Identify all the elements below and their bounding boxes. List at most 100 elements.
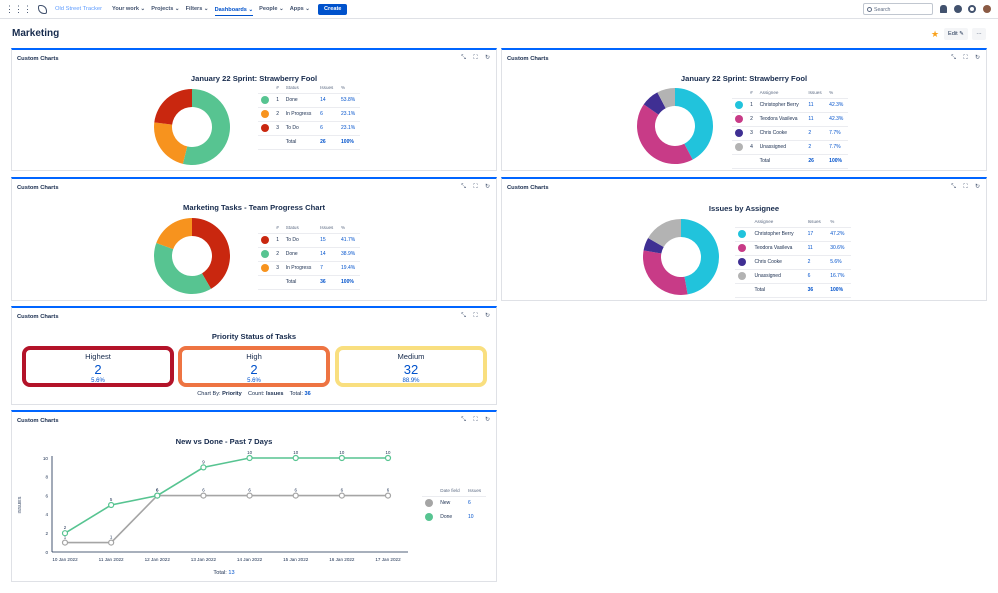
legend-issues[interactable]: 14 — [320, 97, 326, 103]
legend-issues[interactable]: 15 — [320, 237, 326, 243]
product-name[interactable]: Old Street Tracker — [55, 6, 103, 12]
edit-button[interactable]: Edit ✎ — [944, 28, 968, 40]
maximize-icon[interactable]: ⛶ — [473, 313, 478, 319]
legend-issues[interactable]: 11 — [808, 102, 814, 108]
nav-people[interactable]: People ⌄ — [259, 6, 284, 12]
priority-box-high[interactable]: High 2 5.6% — [178, 346, 330, 387]
avatar[interactable] — [983, 5, 991, 13]
donut-slice-3[interactable] — [643, 238, 664, 254]
donut-slice-1[interactable] — [681, 219, 719, 295]
maximize-icon[interactable]: ⛶ — [473, 55, 478, 61]
data-point[interactable] — [61, 539, 69, 546]
maximize-icon[interactable]: ⛶ — [963, 184, 968, 190]
legend-row[interactable]: 3 Chris Cooke 2 7.7% — [732, 126, 848, 140]
donut-slice-2[interactable] — [643, 250, 688, 295]
maximize-icon[interactable]: ⛶ — [473, 184, 478, 190]
legend-issues[interactable]: 6 — [807, 273, 811, 279]
legend-row[interactable]: Unassigned 6 16.7% — [735, 269, 851, 283]
legend-issues[interactable]: 17 — [807, 231, 814, 237]
legend-row[interactable]: 4 Unassigned 2 7.7% — [732, 140, 848, 154]
legend-row[interactable]: 1 Done 14 53.8% — [258, 93, 360, 107]
legend-row[interactable]: 1 Christopher Berry 11 42.3% — [732, 98, 848, 112]
minimize-icon[interactable]: ⤡ — [461, 417, 466, 423]
legend-row[interactable]: 3 In Progress 7 19.4% — [258, 261, 360, 275]
legend-issues[interactable]: 6 — [320, 125, 323, 131]
legend-issues[interactable]: 6 — [320, 111, 323, 117]
priority-box-highest[interactable]: Highest 2 5.6% — [22, 346, 174, 387]
legend-issues[interactable]: 6 — [467, 500, 471, 507]
donut-slice-4[interactable] — [657, 88, 675, 109]
data-point[interactable] — [154, 492, 161, 499]
legend-row[interactable]: Chris Cooke 2 5.6% — [735, 255, 851, 269]
legend-row[interactable]: 2 Done 14 38.9% — [258, 247, 360, 261]
notifications-icon[interactable] — [940, 5, 947, 13]
donut-slice-1[interactable] — [182, 89, 230, 165]
legend-row[interactable]: 2 Teodora Vasileva 11 42.3% — [732, 112, 848, 126]
data-point[interactable] — [338, 492, 345, 499]
legend-row[interactable]: 2 In Progress 6 23.1% — [258, 107, 360, 121]
refresh-icon[interactable]: ↻ — [484, 184, 491, 190]
star-icon[interactable]: ★ — [931, 29, 940, 39]
nav-projects[interactable]: Projects ⌄ — [151, 6, 180, 12]
legend-issues[interactable]: 2 — [807, 259, 811, 265]
legend-row[interactable]: 3 To Do 6 23.1% — [258, 121, 360, 135]
refresh-icon[interactable]: ↻ — [484, 417, 491, 423]
legend-row[interactable]: 1 To Do 15 41.7% — [258, 233, 360, 247]
priority-box-medium[interactable]: Medium 32 88.9% — [335, 346, 487, 387]
legend-row[interactable]: Christopher Berry 17 47.2% — [735, 227, 851, 241]
help-icon[interactable] — [954, 5, 962, 13]
legend-row[interactable]: Done 10 — [422, 510, 486, 524]
settings-gear-icon[interactable] — [968, 5, 976, 13]
minimize-icon[interactable]: ⤡ — [951, 184, 956, 190]
priority-count[interactable]: 2 — [94, 362, 102, 377]
more-button[interactable]: ··· — [972, 28, 986, 40]
data-point[interactable] — [246, 454, 253, 462]
priority-count[interactable]: 32 — [403, 362, 419, 377]
app-switcher-icon[interactable]: ⋮⋮⋮ — [5, 3, 32, 14]
create-button[interactable]: Create — [318, 3, 348, 15]
nav-your-work[interactable]: Your work ⌄ — [112, 6, 146, 12]
donut-slice-3[interactable] — [154, 89, 192, 125]
data-point[interactable] — [384, 454, 392, 462]
data-point[interactable] — [108, 539, 115, 546]
nav-filters[interactable]: Filters ⌄ — [185, 6, 209, 12]
data-point[interactable] — [384, 492, 392, 499]
legend-row[interactable]: New 6 — [422, 496, 486, 510]
legend-issues[interactable]: 7 — [320, 265, 323, 271]
minimize-icon[interactable]: ⤡ — [461, 55, 466, 61]
nav-dashboards[interactable]: Dashboards ⌄ — [214, 7, 254, 16]
maximize-icon[interactable]: ⛶ — [963, 55, 968, 61]
search-input[interactable]: Search — [863, 3, 933, 15]
donut-slice-4[interactable] — [648, 219, 681, 247]
data-point[interactable] — [108, 501, 115, 509]
refresh-icon[interactable]: ↻ — [974, 184, 981, 190]
minimize-icon[interactable]: ⤡ — [461, 184, 466, 190]
legend-issues[interactable]: 2 — [808, 130, 812, 136]
data-point[interactable] — [338, 454, 345, 462]
refresh-icon[interactable]: ↻ — [484, 313, 491, 319]
data-point[interactable] — [200, 464, 207, 471]
legend-issues[interactable]: 2 — [808, 144, 812, 150]
data-point[interactable] — [200, 492, 207, 499]
legend-issues[interactable]: 14 — [320, 251, 326, 257]
data-point[interactable] — [292, 454, 299, 462]
minimize-icon[interactable]: ⤡ — [461, 313, 466, 319]
product-logo-icon[interactable] — [38, 4, 47, 14]
data-point[interactable] — [61, 530, 69, 537]
refresh-icon[interactable]: ↻ — [484, 55, 491, 61]
data-point[interactable] — [246, 492, 253, 499]
donut-slice-1[interactable] — [675, 88, 713, 160]
donut-slice-2[interactable] — [637, 104, 693, 164]
data-point[interactable] — [292, 492, 299, 499]
nav-apps[interactable]: Apps ⌄ — [289, 6, 310, 12]
donut-slice-1[interactable] — [192, 218, 230, 289]
donut-slice-3[interactable] — [156, 218, 192, 250]
minimize-icon[interactable]: ⤡ — [951, 55, 956, 61]
priority-count[interactable]: 2 — [250, 362, 258, 377]
legend-issues[interactable]: 10 — [467, 514, 474, 520]
donut-slice-2[interactable] — [154, 243, 211, 294]
legend-issues[interactable]: 11 — [808, 116, 814, 122]
maximize-icon[interactable]: ⛶ — [473, 417, 478, 423]
legend-row[interactable]: Teodora Vasileva 11 30.6% — [735, 241, 851, 255]
refresh-icon[interactable]: ↻ — [974, 55, 981, 61]
